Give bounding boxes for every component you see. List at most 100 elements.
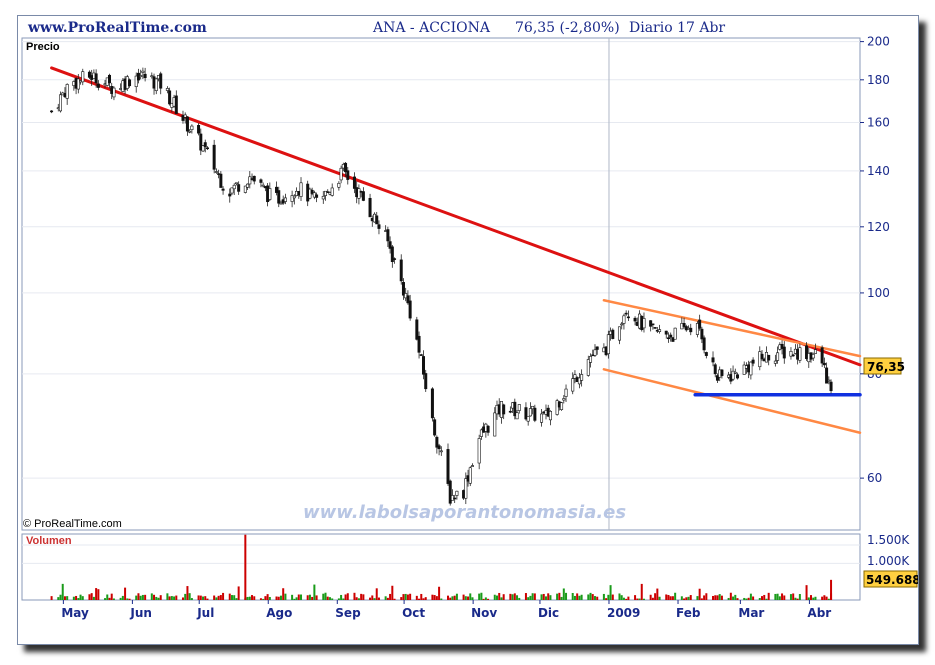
candle-body: [782, 346, 786, 359]
volume-bar: [685, 597, 688, 600]
candle-body: [513, 401, 517, 417]
candle-body: [290, 195, 294, 202]
candle-body: [742, 364, 746, 375]
volume-bar: [669, 596, 672, 600]
volume-bar: [313, 584, 316, 600]
volume-bar: [502, 594, 505, 600]
candle-body: [477, 438, 481, 464]
candle-body: [339, 167, 343, 181]
candle-body: [94, 73, 98, 84]
volume-bar: [524, 593, 527, 600]
candle-body: [399, 259, 403, 282]
candle-body: [617, 326, 621, 341]
candle-body: [713, 364, 717, 375]
volume-bar: [805, 585, 808, 600]
volume-bar: [435, 596, 438, 600]
candle-body: [776, 352, 780, 361]
volume-bar: [246, 596, 249, 600]
candle-body: [377, 224, 381, 229]
volume-bar: [580, 594, 583, 600]
candle-body: [515, 412, 519, 420]
candle-body: [203, 142, 207, 147]
volume-bar: [219, 595, 222, 600]
candle-body: [65, 84, 69, 99]
chart-frame: www.ProRealTime.com ANA - ACCIONA 76,35 …: [17, 15, 919, 645]
volume-bar: [66, 596, 69, 600]
volume-bar: [360, 593, 363, 600]
site-url[interactable]: www.ProRealTime.com: [28, 20, 207, 36]
price-tick-label: 120: [867, 220, 890, 234]
volume-bar: [703, 595, 706, 600]
volume-bar: [634, 595, 637, 600]
candle-body: [248, 176, 252, 185]
candle-body: [361, 191, 365, 201]
candle-body: [181, 115, 185, 121]
volume-bar: [649, 594, 652, 600]
candle-body: [134, 75, 138, 87]
volume-bar: [651, 597, 654, 600]
volume-bar: [774, 593, 777, 600]
volume-bar: [92, 596, 95, 600]
volume-bar: [90, 593, 93, 600]
trend-line-channel-upper: [602, 298, 862, 358]
volume-bar: [823, 595, 826, 600]
candle-body: [571, 378, 575, 392]
volume-bar: [749, 593, 752, 600]
volume-bar: [705, 593, 708, 600]
candle-body: [422, 356, 426, 375]
volume-bar: [108, 597, 111, 600]
volume-bar: [611, 594, 614, 600]
volume-bar: [493, 594, 496, 600]
last-volume-tag: 549.688: [866, 573, 918, 587]
candle-body: [760, 353, 764, 360]
candle-body: [767, 354, 771, 361]
candle-body: [139, 75, 143, 77]
volume-bar: [72, 596, 75, 600]
volume-bar: [57, 597, 60, 600]
volume-bar: [77, 598, 80, 600]
volume-bar: [75, 595, 78, 600]
price-tick-label: 60: [867, 471, 882, 485]
time-tick-label: Abr: [807, 606, 831, 620]
volume-bar: [758, 597, 761, 600]
volume-bar: [689, 595, 692, 600]
candle-body: [698, 319, 702, 329]
volume-bar: [794, 597, 797, 600]
candle-body: [424, 373, 428, 390]
volume-bar: [291, 594, 294, 600]
volume-bar: [295, 597, 298, 600]
volume-bar: [389, 593, 392, 600]
volume-bar: [424, 597, 427, 600]
candle-body: [143, 73, 147, 79]
volume-bar: [736, 598, 739, 600]
candle-body: [344, 162, 348, 173]
volume-bar: [157, 597, 160, 600]
volume-bar: [420, 593, 423, 600]
volume-bar: [625, 598, 628, 600]
volume-bar: [106, 594, 109, 600]
volume-bar: [63, 596, 66, 600]
volume-bar: [727, 597, 730, 600]
price-candles: [50, 67, 833, 506]
volume-bar: [447, 595, 449, 600]
volume-bar: [765, 598, 768, 600]
volume-bar: [168, 596, 171, 600]
volume-bar: [153, 594, 156, 600]
candle-body: [352, 176, 356, 189]
volume-bar: [315, 595, 318, 600]
candle-body: [185, 116, 189, 132]
volume-bar: [683, 598, 686, 600]
candle-body: [50, 110, 54, 113]
volume-bar: [620, 595, 623, 600]
volume-bar: [540, 594, 543, 600]
volume-bar: [656, 588, 659, 600]
volume-bar: [453, 595, 456, 600]
volume-bar: [222, 592, 225, 600]
volume-bar: [763, 594, 766, 600]
price-volume-chart[interactable]: 2001801601401201008060 Precio © ProRealT…: [18, 16, 918, 644]
volume-bar: [812, 597, 815, 600]
price-panel-label: Precio: [26, 41, 60, 53]
volume-bar: [375, 588, 378, 600]
volume-bar: [324, 592, 327, 600]
candle-body: [357, 188, 361, 199]
